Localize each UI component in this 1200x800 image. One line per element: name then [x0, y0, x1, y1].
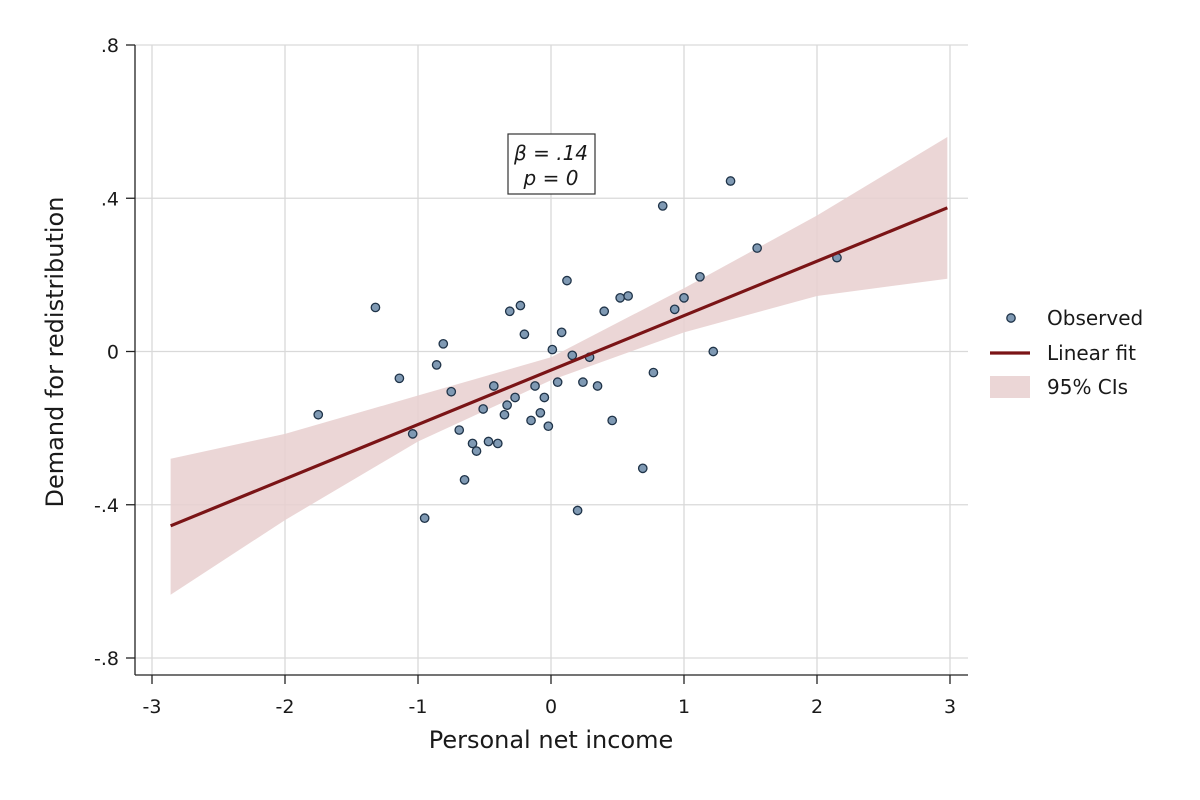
x-axis-title: Personal net income: [429, 726, 674, 754]
x-tick-label: 3: [944, 696, 956, 718]
annotation-beta: β = .14: [513, 141, 588, 165]
legend-label: Linear fit: [1047, 341, 1136, 365]
data-point: [592, 381, 603, 391]
data-point: [438, 338, 449, 349]
data-point: [370, 302, 381, 313]
data-point: [599, 306, 610, 317]
data-point: [648, 367, 659, 378]
scatter-points: [313, 176, 842, 524]
data-point: [623, 291, 633, 301]
y-tick-label: 0: [107, 342, 119, 364]
legend-swatch-ci: [990, 376, 1030, 398]
data-point: [752, 243, 763, 253]
data-point: [526, 415, 536, 426]
data-point: [552, 377, 563, 387]
data-point: [567, 350, 578, 361]
data-point: [313, 409, 324, 420]
data-point: [471, 446, 482, 456]
data-point: [515, 300, 526, 311]
x-tick-label: 0: [545, 696, 557, 718]
data-point: [539, 392, 550, 403]
legend-swatch-observed: [1006, 313, 1016, 323]
grid: [135, 44, 968, 675]
data-point: [454, 425, 465, 435]
data-point: [708, 346, 719, 357]
y-axis-title: Demand for redistribution: [41, 197, 69, 508]
data-point: [556, 327, 567, 338]
data-point: [725, 176, 736, 186]
x-tick-label: -3: [143, 696, 162, 718]
data-point: [657, 201, 668, 211]
legend-label: 95% CIs: [1047, 375, 1128, 399]
fit-line: [170, 206, 948, 528]
x-tick-label: 2: [811, 696, 823, 718]
data-point: [535, 407, 546, 418]
data-point: [431, 360, 442, 370]
annotation-frame: [507, 133, 596, 195]
data-point: [419, 513, 430, 524]
data-point: [578, 377, 588, 387]
data-point: [530, 381, 540, 391]
annotation-box: β = .14 p = 0: [507, 133, 596, 195]
data-point: [510, 392, 520, 403]
data-point: [615, 293, 626, 303]
data-point: [459, 474, 470, 485]
x-tick-label: -1: [409, 696, 428, 718]
linear-fit-line: [170, 206, 948, 528]
legend: Observed Linear fit 95% CIs: [990, 306, 1143, 399]
data-point: [492, 438, 503, 449]
data-point: [407, 429, 418, 439]
data-point: [446, 386, 457, 397]
data-point: [547, 344, 558, 355]
data-point: [607, 415, 618, 426]
data-point: [695, 271, 705, 282]
data-point: [543, 421, 554, 432]
y-tick-label: -.4: [94, 495, 119, 517]
data-point: [562, 275, 572, 286]
axes: -3 -2 -1 0 1 2 3 -.8 -.4 0 .4 .8: [94, 35, 968, 718]
y-tick-label: .8: [101, 35, 119, 57]
annotation-p: p = 0: [523, 166, 579, 190]
data-point: [483, 436, 494, 447]
x-tick-label: 1: [678, 696, 690, 718]
data-point: [679, 293, 689, 303]
data-point: [572, 505, 583, 516]
data-point: [669, 304, 680, 315]
y-tick-label: -.8: [94, 648, 119, 670]
y-tick-label: .4: [101, 188, 119, 210]
data-point: [478, 404, 489, 414]
data-point: [488, 381, 499, 391]
data-point: [519, 329, 530, 340]
data-point: [499, 409, 510, 420]
data-point: [467, 438, 478, 449]
data-point: [502, 400, 512, 410]
data-point: [637, 463, 648, 474]
data-point: [394, 373, 405, 384]
legend-label: Observed: [1047, 306, 1143, 330]
x-tick-label: -2: [276, 696, 295, 718]
data-point: [504, 306, 515, 317]
